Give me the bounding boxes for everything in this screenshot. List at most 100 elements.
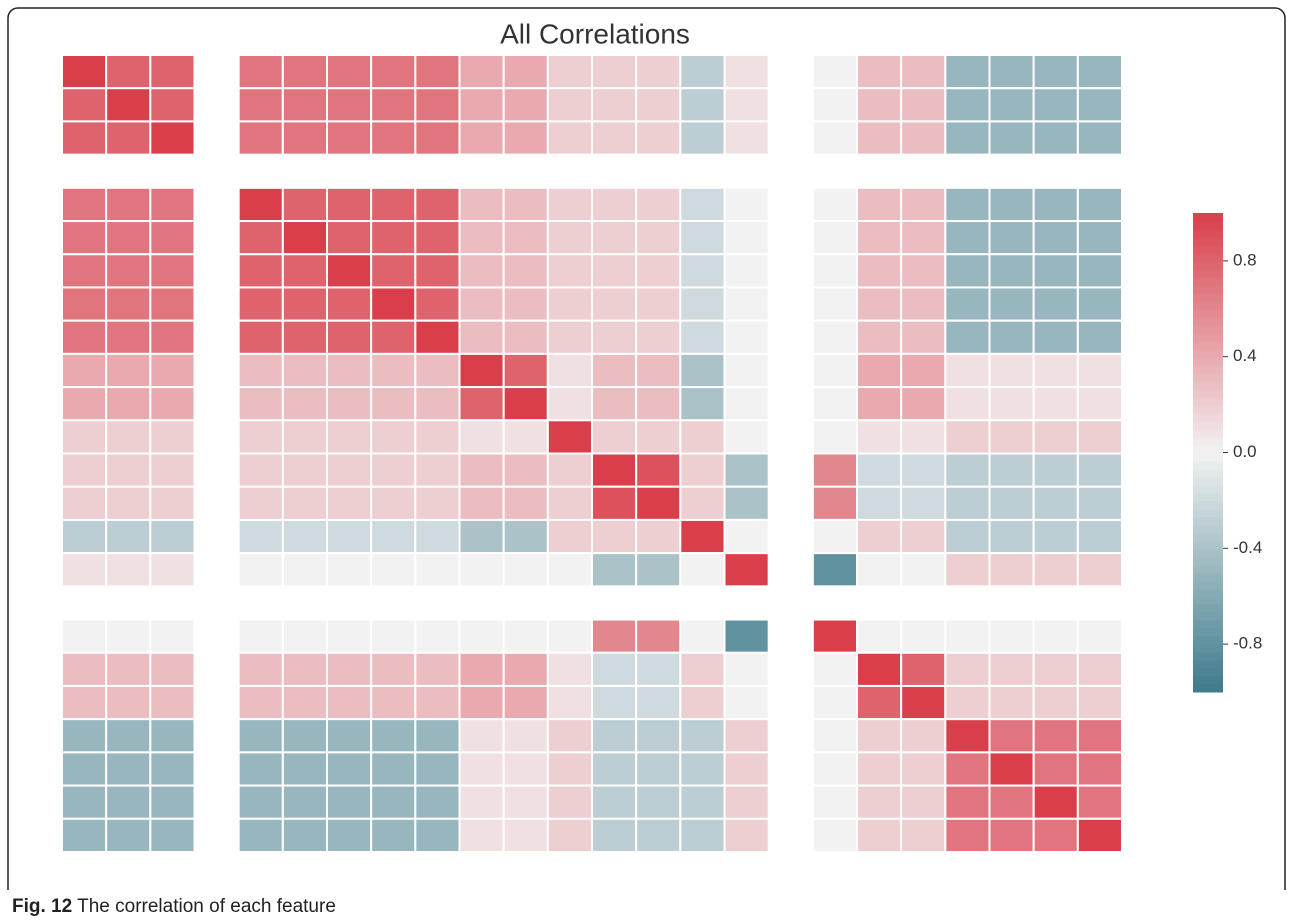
colorbar-segment xyxy=(1193,644,1223,653)
heatmap-cell xyxy=(900,684,947,721)
heatmap-cell xyxy=(944,552,991,588)
heatmap-cell xyxy=(988,618,1035,654)
heatmap-cell xyxy=(370,552,417,588)
colorbar-segment xyxy=(1193,500,1223,509)
heatmap-cell xyxy=(458,87,505,123)
heatmap-cell xyxy=(370,518,417,555)
heatmap-cell xyxy=(988,452,1035,488)
heatmap-cell xyxy=(1032,651,1079,687)
heatmap-cell xyxy=(900,751,947,787)
heatmap-cell xyxy=(1076,552,1124,588)
heatmap-cell xyxy=(679,552,726,588)
heatmap-cell xyxy=(591,718,638,754)
heatmap-cell xyxy=(1076,784,1124,820)
heatmap-cell xyxy=(502,651,549,687)
heatmap-cell xyxy=(281,552,329,588)
heatmap-cell xyxy=(237,352,284,389)
heatmap-cell xyxy=(414,253,461,289)
heatmap-cell xyxy=(458,718,505,754)
heatmap-cell xyxy=(1032,552,1079,588)
heatmap-cell xyxy=(61,54,108,90)
heatmap-cell xyxy=(988,784,1035,820)
heatmap-cell xyxy=(856,751,903,787)
heatmap-cell xyxy=(635,120,682,156)
heatmap-cell xyxy=(237,120,284,156)
colorbar-segment xyxy=(1193,484,1223,493)
heatmap-cell xyxy=(414,352,461,389)
heatmap-cell xyxy=(502,54,549,90)
colorbar-segment xyxy=(1193,316,1223,326)
heatmap-cell xyxy=(370,618,417,654)
heatmap-cell xyxy=(900,54,947,90)
colorbar-segment xyxy=(1193,460,1223,469)
heatmap-cell xyxy=(414,684,461,721)
heatmap-cell xyxy=(326,751,373,787)
heatmap-cell xyxy=(414,419,461,455)
heatmap-cell xyxy=(1076,718,1124,754)
heatmap-cell xyxy=(546,784,593,820)
heatmap-cell xyxy=(546,618,593,654)
heatmap-cell xyxy=(414,120,461,156)
heatmap-cell xyxy=(1076,253,1124,289)
heatmap-cell xyxy=(1032,120,1079,156)
heatmap-cell xyxy=(326,684,373,721)
heatmap-cell xyxy=(414,618,461,654)
heatmap-cell xyxy=(326,87,373,123)
heatmap-cell xyxy=(546,485,593,521)
heatmap-cell xyxy=(370,352,417,389)
heatmap-cell xyxy=(811,120,858,156)
heatmap-cell xyxy=(811,751,858,787)
heatmap-cell xyxy=(105,518,152,555)
heatmap-cell xyxy=(61,751,108,787)
heatmap-cell xyxy=(1032,419,1079,455)
heatmap-cell xyxy=(61,220,108,256)
heatmap-cell xyxy=(502,253,549,289)
heatmap-cell xyxy=(61,253,108,289)
colorbar-segment xyxy=(1193,628,1223,637)
heatmap-cell xyxy=(856,784,903,820)
heatmap-cell xyxy=(237,718,284,754)
colorbar-segment xyxy=(1193,444,1223,453)
heatmap-cell xyxy=(546,54,593,90)
heatmap-cell xyxy=(502,485,549,521)
heatmap-cell xyxy=(149,651,196,687)
heatmap-cell xyxy=(944,186,991,223)
colorbar-segment xyxy=(1193,532,1223,541)
heatmap-cell xyxy=(458,751,505,787)
heatmap-cell xyxy=(1076,54,1124,90)
heatmap-cell xyxy=(723,718,770,754)
heatmap-cell xyxy=(811,452,858,488)
colorbar-segment xyxy=(1193,213,1223,222)
colorbar-segment xyxy=(1193,404,1223,414)
heatmap-cell xyxy=(988,718,1035,754)
heatmap-cell xyxy=(502,319,549,355)
colorbar-segment xyxy=(1193,476,1223,485)
heatmap-cell xyxy=(326,718,373,754)
heatmap-cell xyxy=(370,253,417,289)
heatmap-cell xyxy=(944,684,991,721)
heatmap-cell xyxy=(458,452,505,488)
colorbar-segment xyxy=(1193,420,1223,430)
colorbar-segment xyxy=(1193,220,1223,230)
heatmap-cell xyxy=(458,186,505,223)
heatmap-cell xyxy=(458,419,505,455)
heatmap-cell xyxy=(591,286,638,322)
heatmap-cell xyxy=(370,120,417,156)
heatmap-cell xyxy=(149,286,196,322)
heatmap-cell xyxy=(811,817,858,854)
heatmap-cell xyxy=(679,386,726,422)
heatmap-cell xyxy=(723,120,770,156)
heatmap-cell xyxy=(944,718,991,754)
heatmap-cell xyxy=(944,286,991,322)
heatmap-cell xyxy=(458,286,505,322)
heatmap-cell xyxy=(1076,419,1124,455)
heatmap-cell xyxy=(591,485,638,521)
heatmap-cell xyxy=(149,684,196,721)
heatmap-cell xyxy=(502,618,549,654)
heatmap-cell xyxy=(546,220,593,256)
heatmap-cell xyxy=(326,352,373,389)
heatmap-cell xyxy=(856,386,903,422)
heatmap-cell xyxy=(237,186,284,223)
colorbar-segment xyxy=(1193,684,1223,693)
heatmap-cell xyxy=(679,751,726,787)
